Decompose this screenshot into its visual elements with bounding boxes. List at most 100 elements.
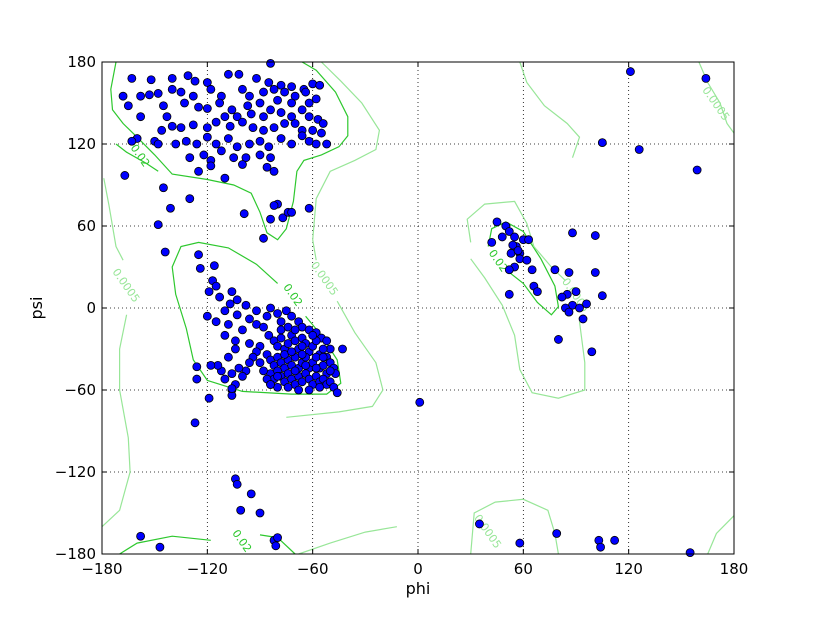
- data-point: [206, 161, 216, 171]
- data-point: [315, 382, 325, 392]
- data-point: [578, 314, 588, 324]
- data-point: [266, 214, 275, 224]
- data-point: [176, 123, 186, 132]
- data-point: [245, 91, 254, 101]
- data-point: [167, 74, 177, 83]
- data-point: [276, 333, 286, 343]
- data-point: [582, 299, 591, 309]
- data-point: [209, 261, 219, 271]
- data-point: [701, 74, 711, 83]
- data-point: [322, 336, 332, 346]
- data-point: [238, 84, 247, 94]
- data-point: [596, 542, 605, 552]
- data-point: [259, 87, 268, 97]
- data-point: [597, 291, 607, 301]
- data-point: [557, 292, 567, 302]
- data-point: [227, 369, 237, 379]
- contour-line-0.02: [487, 221, 560, 316]
- y-tick-label: −60: [64, 381, 96, 399]
- data-point: [181, 136, 191, 146]
- data-point: [211, 317, 221, 327]
- data-point: [564, 268, 574, 277]
- data-point: [318, 119, 328, 128]
- data-point: [587, 347, 597, 357]
- contour-line-0.02: [115, 143, 159, 172]
- data-point: [564, 307, 574, 317]
- data-point: [504, 227, 514, 236]
- data-point: [232, 112, 242, 122]
- data-point: [216, 146, 226, 156]
- data-point: [199, 150, 209, 160]
- contour-label: 0.0005: [699, 84, 732, 123]
- data-point: [271, 541, 281, 551]
- data-point: [269, 201, 279, 210]
- data-point: [626, 67, 635, 76]
- data-point: [204, 393, 214, 403]
- data-point: [492, 217, 502, 227]
- data-point: [287, 98, 297, 108]
- data-point: [162, 112, 172, 122]
- data-point: [239, 209, 249, 219]
- data-point: [304, 385, 314, 395]
- data-point: [571, 287, 581, 297]
- data-point: [232, 295, 242, 305]
- data-point: [123, 101, 133, 111]
- contours: 0.020.020.020.020.0005 0.00050.00050.0005…: [101, 61, 735, 555]
- data-point: [241, 300, 251, 310]
- x-tick-label: 120: [614, 560, 643, 578]
- data-point: [685, 548, 695, 558]
- data-point: [590, 231, 600, 240]
- data-point: [136, 531, 146, 541]
- data-point: [504, 289, 514, 299]
- data-point: [308, 79, 318, 89]
- data-point: [532, 287, 542, 297]
- contour-line-0.0005: [466, 200, 566, 282]
- data-point: [159, 101, 168, 111]
- data-point: [290, 119, 300, 128]
- data-point: [215, 292, 225, 302]
- data-point: [287, 207, 297, 217]
- data-point: [522, 255, 532, 265]
- data-point: [167, 121, 177, 131]
- data-point: [252, 74, 261, 83]
- data-point: [273, 371, 282, 381]
- data-point: [301, 360, 311, 370]
- data-point: [269, 84, 279, 94]
- data-point: [183, 71, 193, 81]
- data-point: [248, 123, 258, 132]
- data-point: [220, 112, 230, 122]
- data-point: [497, 232, 507, 242]
- data-point: [202, 132, 212, 142]
- data-point: [127, 136, 137, 146]
- data-point: [259, 112, 268, 122]
- data-point: [232, 479, 242, 489]
- data-point: [202, 104, 212, 113]
- data-point: [262, 162, 272, 172]
- data-point: [236, 505, 246, 515]
- contour-line-0.0005: [286, 300, 384, 418]
- data-point: [211, 117, 221, 127]
- contour-line-0.0005: [470, 258, 586, 399]
- data-point: [194, 250, 203, 260]
- data-point: [304, 203, 314, 213]
- x-axis-label: phi: [406, 579, 431, 598]
- data-point: [194, 166, 203, 176]
- data-point: [332, 388, 342, 398]
- data-point: [322, 139, 332, 149]
- data-point: [269, 166, 279, 176]
- data-point: [245, 314, 254, 324]
- data-point: [276, 80, 286, 90]
- y-axis-label: psi: [27, 297, 46, 320]
- data-point: [264, 78, 274, 87]
- data-point: [229, 153, 239, 163]
- scatter-points: [118, 58, 711, 558]
- contour-label: 0.0005: [471, 512, 504, 551]
- data-point: [245, 339, 254, 348]
- data-point: [278, 213, 288, 223]
- data-point: [252, 306, 261, 316]
- data-point: [510, 232, 519, 242]
- data-point: [259, 366, 268, 376]
- data-point: [527, 265, 537, 275]
- data-point: [281, 306, 291, 316]
- data-point: [273, 95, 282, 105]
